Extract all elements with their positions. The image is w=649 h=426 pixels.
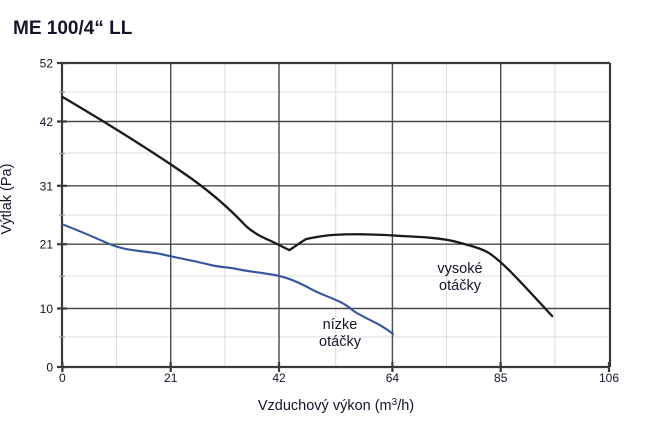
svg-text:42: 42 <box>40 115 54 129</box>
svg-text:31: 31 <box>40 179 54 193</box>
svg-text:nízke: nízke <box>323 317 358 333</box>
svg-text:otáčky: otáčky <box>319 334 362 350</box>
svg-text:0: 0 <box>46 361 53 375</box>
svg-text:42: 42 <box>272 371 286 385</box>
svg-text:10: 10 <box>40 302 54 316</box>
svg-text:0: 0 <box>59 371 66 385</box>
svg-text:vysoké: vysoké <box>437 261 482 277</box>
svg-text:Vzduchový výkon (m3/h): Vzduchový výkon (m3/h) <box>258 397 414 415</box>
svg-text:ME 100/4“ LL: ME 100/4“ LL <box>13 18 133 39</box>
svg-text:64: 64 <box>386 371 400 385</box>
svg-text:21: 21 <box>164 371 178 385</box>
svg-text:21: 21 <box>40 238 54 252</box>
svg-text:85: 85 <box>494 371 508 385</box>
svg-text:otáčky: otáčky <box>439 278 482 294</box>
svg-text:Výtlak (Pa): Výtlak (Pa) <box>0 164 15 235</box>
svg-text:52: 52 <box>40 57 54 71</box>
svg-text:106: 106 <box>599 371 619 385</box>
